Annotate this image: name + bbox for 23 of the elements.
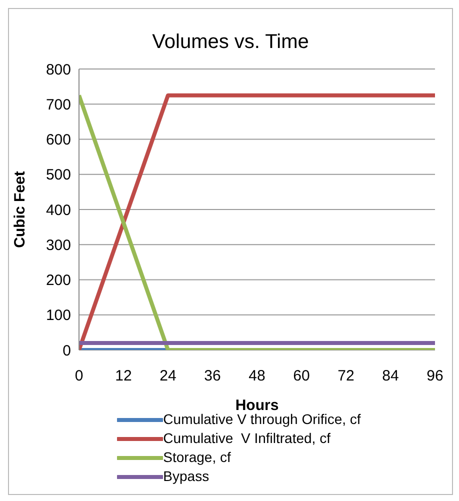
y-tick-label: 0	[62, 342, 71, 360]
y-tick-label: 700	[46, 96, 71, 114]
x-tick-label: 72	[338, 368, 354, 385]
chart-title: Volumes vs. Time	[151, 31, 310, 55]
x-tick-label: 24	[160, 368, 176, 385]
y-axis-title: Cubic Feet	[11, 171, 28, 248]
legend-label: Bypass	[163, 467, 210, 486]
x-tick-label: 0	[74, 368, 84, 385]
x-tick-label: 12	[115, 368, 132, 385]
y-tick-label: 800	[46, 61, 71, 78]
x-tick-label: 36	[204, 368, 221, 385]
x-tick-label: 96	[426, 368, 444, 385]
x-tick-label: 48	[248, 368, 266, 385]
x-tick-label: 60	[293, 368, 310, 385]
y-tick-label: 300	[46, 236, 71, 254]
x-tick-label: 84	[382, 368, 399, 385]
y-tick-label: 100	[46, 307, 71, 324]
legend-label: Storage, cf	[163, 448, 231, 467]
y-tick-label: 600	[46, 132, 71, 149]
y-tick-label: 200	[46, 272, 71, 290]
y-tick-label: 500	[46, 166, 71, 184]
legend-label: Cumulative V Infiltrated, cf	[163, 429, 330, 448]
y-tick-label: 400	[46, 202, 71, 219]
